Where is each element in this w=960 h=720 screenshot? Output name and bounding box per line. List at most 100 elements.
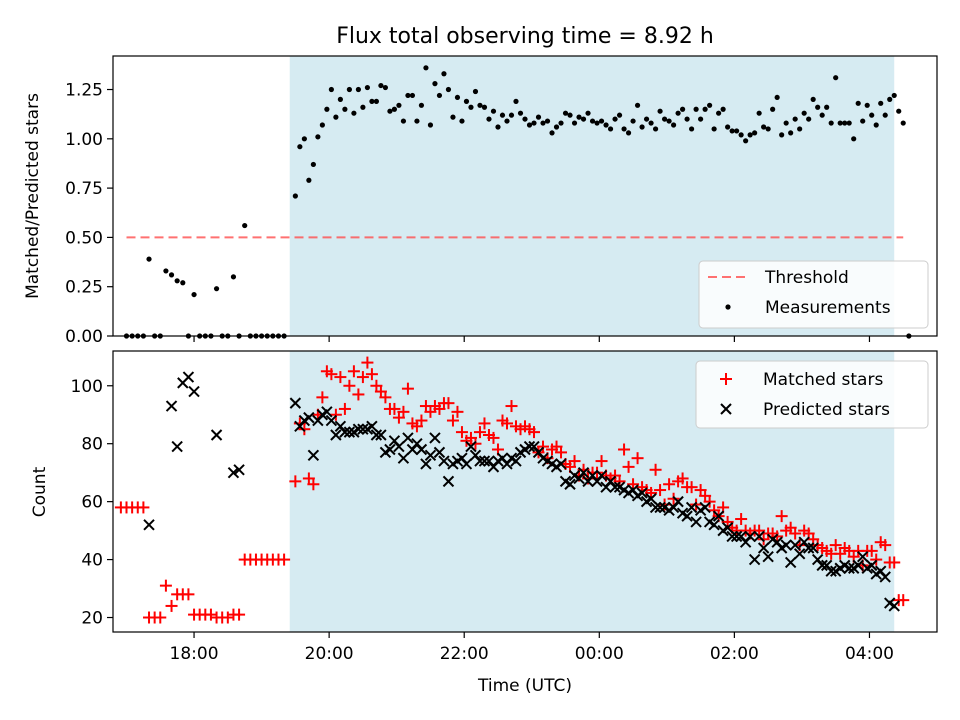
predicted-star-marker <box>712 510 725 522</box>
matched-star-marker <box>204 608 217 621</box>
matched-star-marker <box>415 414 428 427</box>
predicted-star-marker <box>685 501 698 514</box>
predicted-star-marker <box>420 458 432 470</box>
measurement-point <box>585 110 591 116</box>
measurement-point <box>191 291 197 298</box>
measurement-point <box>603 122 609 128</box>
matched-star-marker <box>446 414 459 427</box>
predicted-star-marker <box>708 519 720 531</box>
x-ticks-top-panel <box>193 336 871 342</box>
measurement-point <box>441 71 447 77</box>
matched-star-marker <box>654 484 667 497</box>
y-tick-label: 60 <box>81 493 103 513</box>
matched-star-marker <box>338 402 351 415</box>
matched-star-marker <box>182 588 195 601</box>
measurement-point <box>630 118 636 124</box>
matched-star-marker <box>631 452 644 465</box>
predicted-star-marker <box>370 429 383 441</box>
measurement-point <box>576 114 582 120</box>
matched-star-marker <box>221 611 234 624</box>
legend-bottom: Matched stars Predicted stars <box>695 360 929 429</box>
y-axis-ratio: 0.00 0.25 0.50 0.75 1.00 1.25 <box>65 81 113 347</box>
measurement-point <box>364 84 371 91</box>
predicted-star-marker <box>460 458 473 470</box>
measurement-point <box>625 130 632 136</box>
measurement-point <box>833 75 839 81</box>
matched-star-marker <box>829 539 842 552</box>
measurement-point <box>355 86 361 93</box>
predicted-star-marker <box>343 426 356 438</box>
measurement-point <box>391 106 398 112</box>
measurement-point <box>310 161 316 168</box>
matched-star-marker <box>361 356 374 369</box>
panel-ratio: 0.00 0.25 0.50 0.75 1.00 1.25 Matched/Predict… <box>23 55 938 347</box>
measurement-point <box>891 92 897 99</box>
measurement-point <box>729 128 735 134</box>
measurement-point <box>418 102 425 108</box>
measurement-point <box>846 120 852 126</box>
predicted-star-marker <box>438 455 450 467</box>
predicted-star-marker <box>681 510 693 522</box>
predicted-star-marker <box>384 443 396 456</box>
matched-star-marker <box>137 501 150 514</box>
measurement-point <box>468 104 474 110</box>
predicted-star-marker <box>816 559 828 572</box>
measurement-point <box>535 114 542 120</box>
matched-star-marker <box>537 440 550 453</box>
measurement-point <box>743 138 749 144</box>
matched-star-marker <box>159 579 172 592</box>
measurement-point <box>684 116 690 122</box>
predicted-star-marker <box>143 519 155 531</box>
matched-star-marker <box>888 556 901 569</box>
measurement-point <box>837 120 843 126</box>
predicted-star-marker <box>182 371 195 383</box>
measurement-point <box>698 116 704 122</box>
predicted-star-marker <box>852 559 864 572</box>
matched-star-marker <box>897 594 910 607</box>
measurement-point <box>887 96 893 102</box>
measurement-point <box>864 102 870 108</box>
measurement-point <box>504 118 510 124</box>
matched-star-marker <box>771 530 784 543</box>
predicted-star-marker <box>730 530 743 543</box>
x-axis-time: 18:00 20:00 22:00 00:00 02:00 04:00 <box>170 632 894 664</box>
predicted-star-marker <box>357 423 369 435</box>
predicted-star-marker <box>171 440 183 453</box>
legend-threshold-label: Threshold <box>764 268 849 288</box>
y-tick-label: 80 <box>81 435 103 455</box>
measurement-point <box>513 98 519 104</box>
measurement-point <box>324 106 330 112</box>
predicted-star-marker <box>757 542 770 554</box>
x-tick-label: 22:00 <box>440 644 489 664</box>
measurement-point <box>481 104 488 110</box>
measurement-point <box>544 118 551 124</box>
predicted-star-marker <box>564 478 576 490</box>
predicted-star-marker <box>748 553 761 566</box>
measurement-point <box>819 112 825 118</box>
measurement-point <box>301 136 307 142</box>
matched-star-marker <box>555 446 568 459</box>
predicted-star-marker <box>856 550 869 563</box>
predicted-star-marker <box>807 542 819 554</box>
y-axis-count: 20 40 60 80 100 <box>71 377 113 629</box>
predicted-star-marker <box>393 440 405 453</box>
measurement-point <box>571 120 578 126</box>
matched-star-marker <box>865 544 878 557</box>
measurement-point <box>531 120 537 126</box>
measurement-point <box>783 120 789 126</box>
measurement-point <box>297 144 303 150</box>
measurement-point <box>400 118 407 124</box>
matched-star-marker <box>388 402 401 415</box>
predicted-star-marker <box>789 539 801 551</box>
matched-star-marker <box>455 426 468 439</box>
measurement-point <box>459 118 465 124</box>
legend-top-box <box>698 260 929 329</box>
matched-star-marker <box>618 443 631 456</box>
y-tick-label: 0.00 <box>65 327 103 347</box>
matched-stars-series <box>114 356 910 624</box>
matched-star-marker <box>401 382 414 395</box>
measurement-point <box>396 102 402 108</box>
predicted-star-marker <box>784 556 797 569</box>
measurement-point <box>562 110 569 116</box>
measurement-point <box>828 120 834 126</box>
